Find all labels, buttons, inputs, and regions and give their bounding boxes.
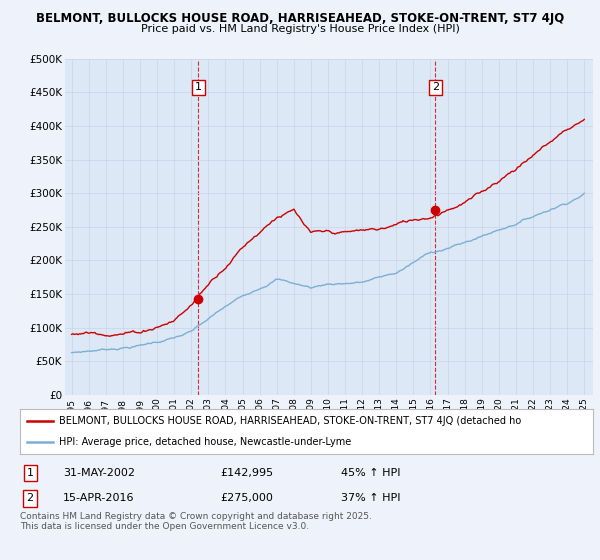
Text: 1: 1: [26, 468, 34, 478]
Text: £275,000: £275,000: [220, 493, 273, 503]
Text: BELMONT, BULLOCKS HOUSE ROAD, HARRISEAHEAD, STOKE-ON-TRENT, ST7 4JQ: BELMONT, BULLOCKS HOUSE ROAD, HARRISEAHE…: [36, 12, 564, 25]
Text: Contains HM Land Registry data © Crown copyright and database right 2025.
This d: Contains HM Land Registry data © Crown c…: [20, 512, 371, 531]
Text: 1: 1: [195, 82, 202, 92]
Text: 37% ↑ HPI: 37% ↑ HPI: [341, 493, 400, 503]
Text: 31-MAY-2002: 31-MAY-2002: [63, 468, 135, 478]
Text: 2: 2: [432, 82, 439, 92]
Text: Price paid vs. HM Land Registry's House Price Index (HPI): Price paid vs. HM Land Registry's House …: [140, 24, 460, 34]
Text: BELMONT, BULLOCKS HOUSE ROAD, HARRISEAHEAD, STOKE-ON-TRENT, ST7 4JQ (detached ho: BELMONT, BULLOCKS HOUSE ROAD, HARRISEAHE…: [59, 416, 521, 426]
Text: £142,995: £142,995: [220, 468, 274, 478]
Text: 2: 2: [26, 493, 34, 503]
Text: 45% ↑ HPI: 45% ↑ HPI: [341, 468, 400, 478]
Text: HPI: Average price, detached house, Newcastle-under-Lyme: HPI: Average price, detached house, Newc…: [59, 437, 351, 447]
Text: 15-APR-2016: 15-APR-2016: [63, 493, 134, 503]
